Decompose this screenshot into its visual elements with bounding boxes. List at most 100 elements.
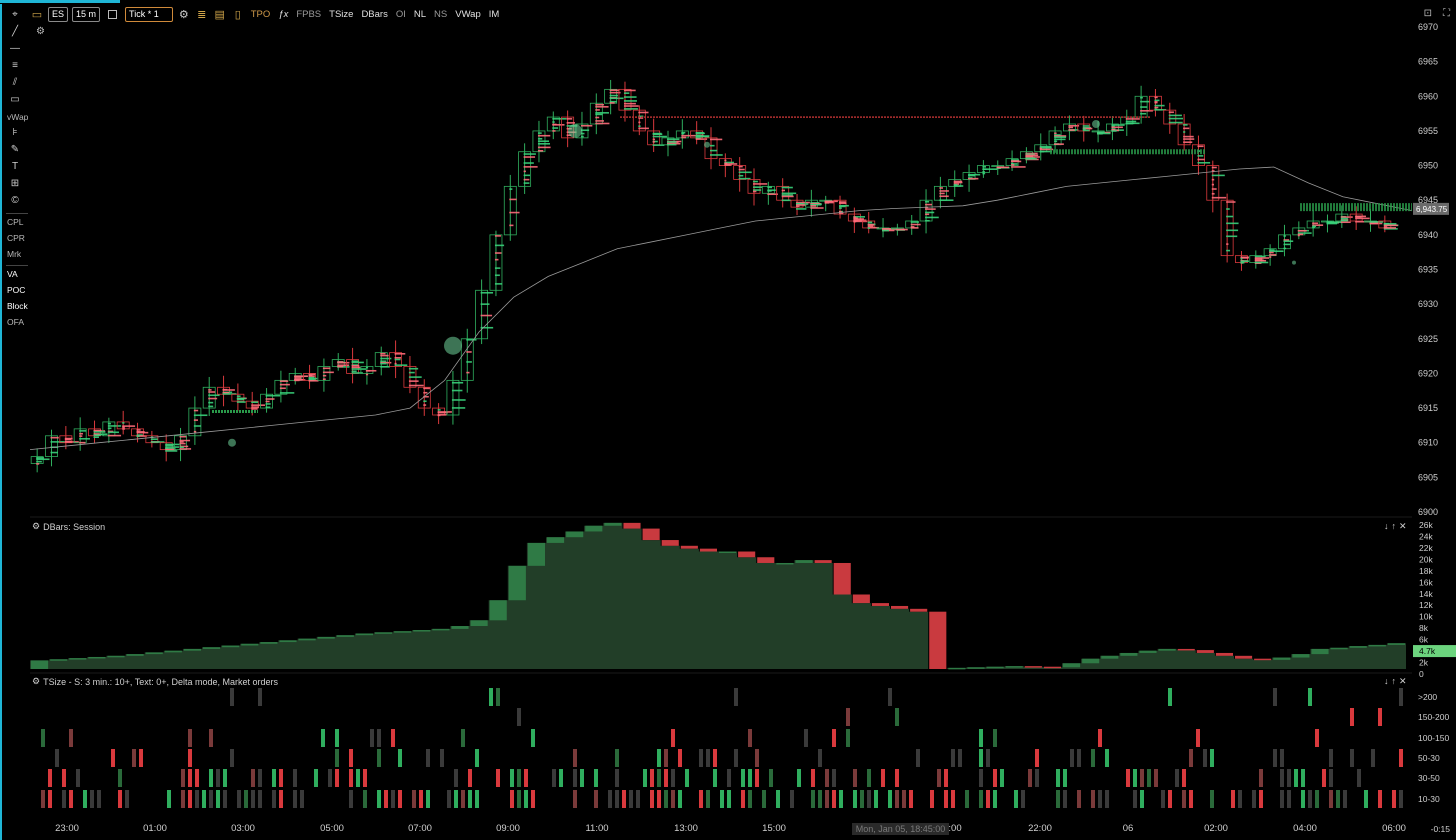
tsize-settings-icon[interactable]: ⚙ — [32, 676, 41, 686]
ray-tool-icon[interactable]: — — [10, 43, 20, 54]
tick-input[interactable]: Tick * 1 — [125, 6, 173, 22]
footprint-bar — [796, 201, 810, 204]
footprint-bar — [537, 134, 551, 137]
dbars-delta-bar — [1043, 666, 1061, 669]
footprint-bar — [810, 203, 822, 206]
profile-icon[interactable]: ≣ — [197, 8, 207, 21]
footprint-bar — [1154, 99, 1160, 102]
left-tool-ofa[interactable]: OFA — [7, 317, 25, 327]
timeframe-selector[interactable]: 15 m — [72, 6, 101, 22]
tsize-cell — [1392, 790, 1396, 808]
rectangle-tool-icon[interactable]: ▭ — [10, 94, 20, 105]
dbars-settings-icon[interactable]: ⚙ — [32, 521, 41, 531]
tsize-cell — [825, 769, 829, 787]
tick-checkbox[interactable] — [108, 9, 118, 19]
footprint-bar — [595, 113, 603, 116]
candle-icon[interactable]: ▯ — [234, 8, 241, 21]
tsize-cell — [650, 790, 654, 808]
text-tool-icon[interactable]: T — [11, 161, 19, 172]
cursor-icon[interactable]: ⌖ — [12, 9, 18, 20]
tsize-cell — [664, 790, 668, 808]
dbars-delta-bar — [852, 594, 870, 604]
left-tool-vwap[interactable]: vWap — [7, 112, 29, 122]
dbars-tick-label: 14k — [1419, 589, 1433, 599]
footprint-bar — [753, 186, 763, 188]
footprint-bar — [1269, 250, 1284, 253]
left-tool-va[interactable]: VA — [7, 269, 18, 279]
tsize-cell — [734, 749, 738, 767]
footprint-bar — [552, 130, 556, 132]
fib-tool-icon[interactable]: ⊧ — [12, 127, 18, 138]
left-tool-mrk[interactable]: Mrk — [7, 249, 22, 259]
tsize-cell — [209, 769, 213, 787]
tsize-cell — [944, 769, 948, 787]
footprint-bar — [537, 149, 544, 152]
dbars-delta-bar — [279, 640, 297, 643]
tsize-cell — [1182, 790, 1186, 808]
footprint-bar — [695, 135, 710, 138]
vwap-button[interactable]: VWap — [455, 8, 481, 20]
bars-icon[interactable]: ▤ — [214, 8, 225, 21]
left-tool-block[interactable]: Block — [7, 301, 28, 311]
line-tool-icon[interactable]: ╱ — [11, 26, 19, 37]
dbars-button[interactable]: DBars — [361, 8, 388, 20]
dbars-panel-controls[interactable]: ↓↑✕ — [1384, 521, 1410, 531]
footprint-bar — [136, 435, 147, 437]
im-button[interactable]: IM — [488, 8, 500, 20]
footprint-bar — [910, 221, 920, 223]
candle-body — [360, 366, 374, 374]
fpbs-button[interactable]: FPBS — [296, 8, 322, 20]
footprint-bar — [953, 180, 963, 183]
camera-icon[interactable]: ⊡ — [1423, 8, 1432, 19]
dbars-panel-title[interactable]: ⚙ DBars: Session — [32, 521, 105, 532]
formula-icon[interactable]: ƒx — [278, 8, 289, 20]
tsize-cell — [895, 769, 899, 787]
ns-button[interactable]: NS — [434, 8, 448, 20]
dbars-delta-bar — [929, 611, 947, 669]
oi-button[interactable]: OI — [395, 8, 406, 20]
pen-tool-icon[interactable]: ✎ — [10, 144, 20, 155]
footprint-bar — [1283, 243, 1291, 246]
footprint-bar — [93, 434, 101, 437]
tsize-panel-controls[interactable]: ↓↑✕ — [1384, 676, 1410, 686]
fullscreen-icon[interactable]: ⛶ — [1443, 8, 1450, 19]
folder-icon[interactable]: ▭ — [31, 8, 43, 21]
dbars-delta-bar — [1311, 648, 1329, 655]
tsize-cell — [1287, 790, 1291, 808]
hlines-tool-icon[interactable]: ≡ — [12, 60, 18, 71]
range-tool-icon[interactable]: ⊞ — [10, 178, 20, 189]
magnet-icon[interactable]: © — [11, 195, 19, 206]
nl-button[interactable]: NL — [413, 8, 427, 20]
tsize-cell — [832, 769, 836, 787]
candle-body — [632, 109, 646, 132]
footprint-bar — [580, 135, 584, 138]
footprint-bar — [451, 407, 466, 409]
large-trade-bubble — [228, 438, 236, 447]
tsize-cell — [97, 790, 101, 808]
settings-gear-icon[interactable]: ⚙ — [178, 8, 189, 21]
tsize-cell — [1259, 790, 1263, 808]
tsize-cell — [762, 790, 766, 808]
tsize-panel-title[interactable]: ⚙ TSize - S: 3 min.: 10+, Text: 0+, Delta… — [32, 676, 278, 687]
indicator-settings-icon[interactable]: ⚙ — [36, 26, 45, 37]
tsize-cell — [993, 769, 997, 787]
bar-countdown: -0:15 — [1430, 824, 1450, 834]
footprint-bar — [1054, 134, 1061, 136]
symbol-selector[interactable]: ES — [48, 6, 69, 22]
tpo-button[interactable]: TPO — [250, 8, 271, 20]
dbars-delta-bar — [527, 542, 545, 566]
left-tool-cpl[interactable]: CPL — [7, 217, 24, 227]
tsize-cell — [41, 790, 45, 808]
footprint-bar — [968, 173, 981, 176]
footprint-bar — [1340, 217, 1348, 220]
left-tool-poc[interactable]: POC — [7, 285, 26, 295]
footprint-bar — [796, 204, 807, 206]
left-tool-cpr[interactable]: CPR — [7, 233, 25, 243]
channel-tool-icon[interactable]: ⫽ — [12, 77, 18, 88]
footprint-bar — [1369, 221, 1384, 223]
tsize-cell — [734, 688, 738, 706]
footprint-bar — [494, 267, 501, 269]
footprint-bar — [595, 112, 609, 114]
tsize-button[interactable]: TSize — [329, 8, 354, 20]
